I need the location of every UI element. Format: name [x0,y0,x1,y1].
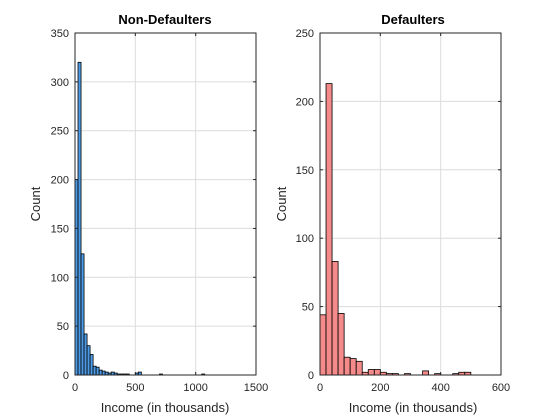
y-tick-label: 50 [302,302,314,314]
bar [422,370,430,376]
bar [89,354,94,376]
y-tick-label: 200 [51,175,69,187]
bar [325,83,333,376]
y-tick-label: 300 [51,77,69,89]
bar [101,370,106,376]
bar [343,356,351,376]
bar [98,369,103,376]
axes-frame [319,32,502,376]
plot-area [320,33,501,375]
chart-title: Defaulters [381,12,445,27]
x-axis-label: Income (in thousands) [101,400,230,415]
x-tick-label: 0 [72,382,78,394]
x-tick-label: 1500 [244,382,268,394]
x-tick-label: 0 [317,382,323,394]
bar [95,366,100,376]
x-tick-label: 400 [431,382,449,394]
y-tick-label: 0 [63,370,69,382]
bar [77,61,82,376]
bar [367,369,375,376]
y-tick-label: 200 [296,96,314,108]
plot-area [75,33,256,375]
x-tick-label: 600 [492,382,510,394]
bar [319,314,327,376]
bar [86,345,91,376]
y-tick-label: 100 [51,272,69,284]
axes-frame [74,32,257,376]
non-defaulters-panel: Non-Defaulters Income (in thousands) Cou… [28,12,268,415]
y-tick-label: 150 [51,223,69,235]
y-tick-label: 250 [296,28,314,40]
bar [92,365,97,376]
y-tick-label: 150 [296,165,314,177]
y-tick-label: 100 [296,233,314,245]
bar [349,358,357,376]
y-axis-label: Count [274,186,289,221]
bar [355,360,363,376]
chart-title: Non-Defaulters [118,12,211,27]
bar [331,261,339,376]
y-tick-label: 50 [57,321,69,333]
x-axis-label: Income (in thousands) [349,400,478,415]
bar [373,369,381,376]
x-tick-label: 200 [371,382,389,394]
x-tick-label: 1000 [183,382,207,394]
y-tick-label: 250 [51,126,69,138]
bar [83,333,88,376]
y-tick-label: 0 [308,370,314,382]
y-axis-label: Count [28,186,43,221]
bar [80,253,85,376]
bar [337,313,345,376]
y-tick-label: 350 [51,28,69,40]
x-tick-label: 500 [126,382,144,394]
defaulters-panel: Defaulters Income (in thousands) Count 0… [274,12,510,415]
